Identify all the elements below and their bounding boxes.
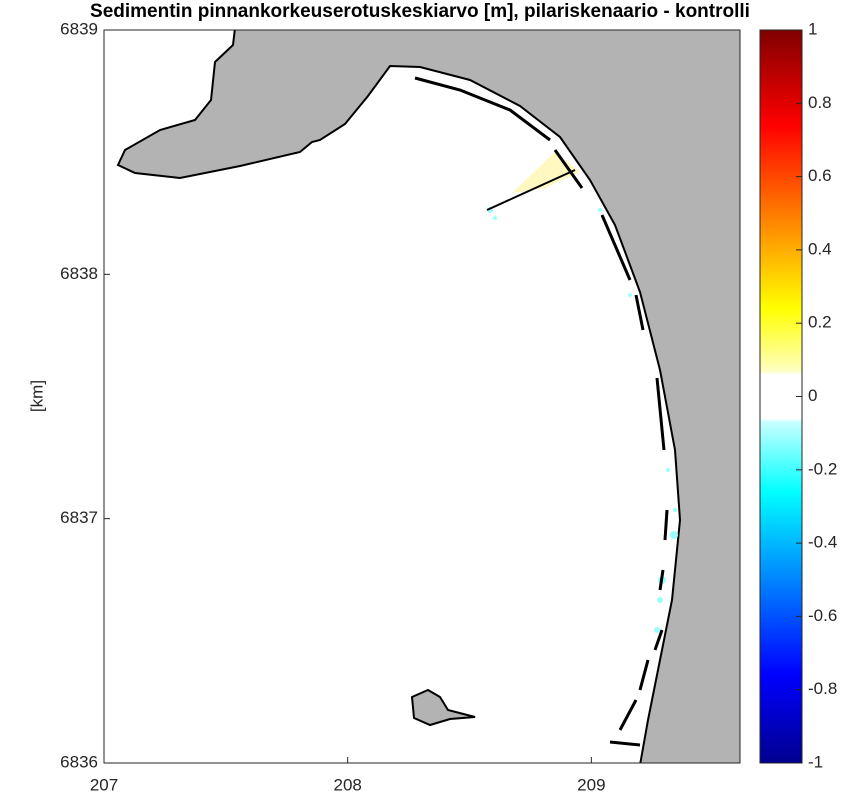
plot-frame — [103, 29, 741, 764]
colorbar-tick-label: 0.8 — [808, 93, 832, 112]
x-tick-label: 209 — [577, 775, 605, 794]
structures — [414, 76, 669, 747]
colorbar-tick-label: 0.2 — [808, 313, 832, 332]
colorbar-tick-label: 0.6 — [808, 166, 832, 185]
colorbar-tick-label: 0 — [808, 386, 817, 405]
y-tick-label: 6839 — [60, 19, 98, 38]
colorbar-tick-label: -0.2 — [808, 459, 837, 478]
colorbar-tick-label: 1 — [808, 19, 817, 38]
y-tick-label: 6836 — [60, 752, 98, 771]
island — [410, 688, 476, 727]
land — [116, 30, 740, 763]
chart-title: Sedimentin pinnankorkeuserotuskeskiarvo … — [90, 1, 750, 22]
colorbar-tick-label: -1 — [808, 752, 823, 771]
map-layer — [116, 30, 740, 763]
colorbar-tick-label: -0.4 — [808, 533, 837, 552]
x-tick-label: 208 — [333, 775, 361, 794]
y-tick-label: 6837 — [60, 508, 98, 527]
sediment-speckles — [487, 207, 678, 633]
colorbar — [759, 29, 803, 764]
colorbar-tick-label: -0.8 — [808, 679, 837, 698]
colorbar-tick-label: -0.6 — [808, 606, 837, 625]
x-tick-label: 207 — [90, 775, 118, 794]
y-tick-label: 6838 — [60, 264, 98, 283]
colorbar-tick-label: 0.4 — [808, 239, 832, 258]
y-axis-label: [km] — [27, 380, 46, 412]
